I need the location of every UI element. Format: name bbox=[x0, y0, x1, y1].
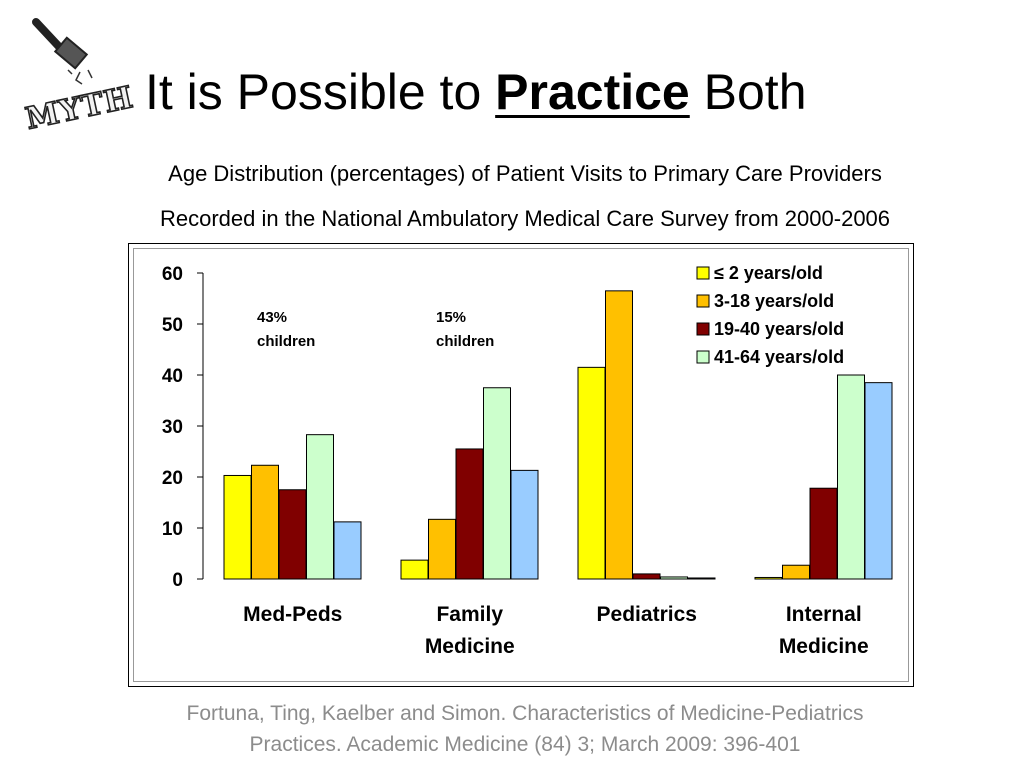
y-tick-label: 50 bbox=[162, 315, 183, 336]
bar bbox=[632, 573, 661, 580]
bar bbox=[455, 448, 484, 580]
chart-subtitle-line-2: Recorded in the National Ambulatory Medi… bbox=[159, 206, 891, 231]
legend-label: 41-64 years/old bbox=[714, 347, 844, 367]
chart-plot-border bbox=[133, 248, 909, 682]
chart-subtitle-line-1: Age Distribution (percentages) of Patien… bbox=[168, 161, 882, 186]
x-category-label: Internal bbox=[786, 603, 862, 626]
annotation-text: 43% bbox=[257, 309, 287, 326]
bar bbox=[333, 521, 362, 580]
legend-swatch bbox=[696, 350, 710, 364]
legend-label: 3-18 years/old bbox=[714, 291, 834, 311]
annotation-text: 15% bbox=[436, 309, 466, 326]
myth-logo-text: MYTH bbox=[23, 80, 137, 132]
x-category-label: Medicine bbox=[425, 635, 515, 658]
y-tick-label: 40 bbox=[162, 366, 183, 387]
bar bbox=[782, 564, 810, 580]
y-tick-label: 0 bbox=[172, 570, 183, 591]
title-text-post: Both bbox=[689, 64, 807, 120]
x-category-label: Med-Peds bbox=[243, 603, 342, 626]
bar bbox=[428, 518, 456, 580]
annotation-text: children bbox=[257, 333, 315, 350]
legend-swatch bbox=[696, 294, 710, 308]
y-tick-label: 10 bbox=[162, 519, 183, 540]
citation-line-2: Practices. Academic Medicine (84) 3; Mar… bbox=[249, 733, 801, 756]
citation: Fortuna, Ting, Kaelber and Simon. Charac… bbox=[0, 698, 1024, 760]
bar bbox=[400, 559, 429, 580]
bar bbox=[754, 576, 783, 580]
hammer-icon bbox=[32, 18, 89, 70]
myth-logo: MYTH bbox=[14, 14, 140, 138]
bar bbox=[278, 489, 307, 580]
citation-line-1: Fortuna, Ting, Kaelber and Simon. Charac… bbox=[186, 702, 864, 725]
annotation-text: children bbox=[436, 333, 494, 350]
title-emphasis: Practice bbox=[495, 64, 690, 120]
bar bbox=[223, 474, 252, 580]
y-tick-label: 30 bbox=[162, 417, 183, 438]
bar bbox=[605, 290, 633, 580]
crack-icon bbox=[67, 69, 93, 85]
bar bbox=[809, 487, 838, 580]
x-category-label: Pediatrics bbox=[597, 603, 697, 626]
bar bbox=[306, 434, 334, 580]
legend-swatch bbox=[696, 266, 710, 280]
bar bbox=[687, 577, 716, 580]
legend-swatch bbox=[696, 322, 710, 336]
bar bbox=[510, 469, 539, 580]
y-tick-label: 60 bbox=[162, 264, 183, 285]
bar bbox=[483, 387, 511, 580]
bar bbox=[864, 382, 893, 580]
x-category-label: Medicine bbox=[779, 635, 869, 658]
chart-frame: 0 10 20 30 40 50 60 Med-Peds Family Medicine Pedia… bbox=[128, 243, 914, 687]
page-title: It is Possible to Practice Both bbox=[145, 62, 807, 122]
title-text-pre: It is Possible to bbox=[145, 64, 496, 120]
legend-label: 19-40 years/old bbox=[714, 319, 844, 339]
bar bbox=[660, 576, 688, 580]
x-category-label: Family bbox=[436, 603, 503, 626]
bar bbox=[251, 464, 279, 580]
bar-chart: 0 10 20 30 40 50 60 Med-Peds Family Medicine Pedia… bbox=[162, 263, 893, 658]
legend-label: ≤ 2 years/old bbox=[714, 263, 823, 283]
bar bbox=[837, 374, 865, 580]
bar bbox=[577, 366, 606, 580]
y-tick-label: 20 bbox=[162, 468, 183, 489]
